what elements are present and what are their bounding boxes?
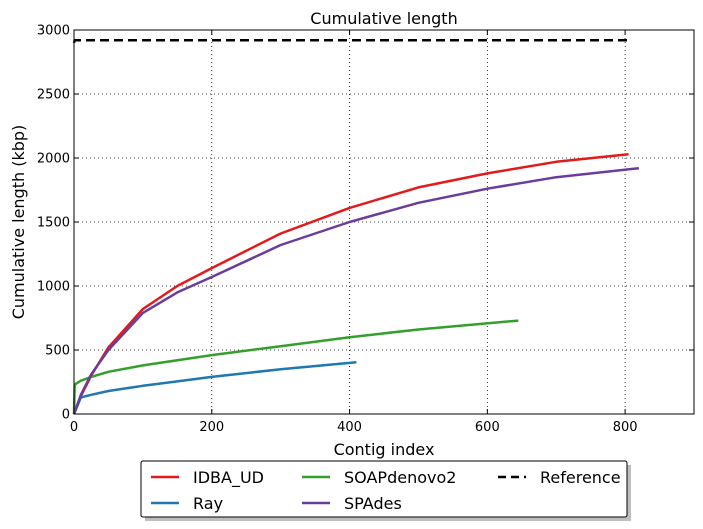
x-tick-label: 400 xyxy=(337,420,362,435)
legend-label-soapdenovo2: SOAPdenovo2 xyxy=(344,468,456,487)
y-tick-label: 1500 xyxy=(37,216,70,231)
x-axis-label: Contig index xyxy=(334,440,435,459)
y-tick-label: 3000 xyxy=(37,24,70,39)
legend-label-ray: Ray xyxy=(193,494,223,513)
y-axis-label: Cumulative length (kbp) xyxy=(9,125,28,320)
legend-label-idba-ud: IDBA_UD xyxy=(193,468,264,488)
legend: IDBA_UD Ray SOAPdenovo2 SPAdes Reference xyxy=(140,460,631,521)
y-tick-label: 1000 xyxy=(37,280,70,295)
y-tick-label: 0 xyxy=(62,408,70,423)
series-line-ray xyxy=(72,360,357,415)
x-tick-label: 800 xyxy=(613,420,638,435)
y-tick-label: 2000 xyxy=(37,152,70,167)
legend-label-reference: Reference xyxy=(540,468,621,487)
x-tick-label: 0 xyxy=(70,420,78,435)
series-line-soapdenovo2 xyxy=(72,319,519,415)
x-tick-label: 200 xyxy=(199,420,224,435)
legend-label-spades: SPAdes xyxy=(344,494,402,513)
x-tick-label: 600 xyxy=(475,420,500,435)
chart-title: Cumulative length xyxy=(310,9,457,28)
series-line-spades xyxy=(72,166,640,415)
y-tick-label: 2500 xyxy=(37,88,70,103)
legend-box xyxy=(140,460,628,518)
y-tick-label: 500 xyxy=(45,344,70,359)
axis-ticks: 0 200 400 600 800 0 500 1000 1500 2000 2500 3000 xyxy=(37,24,694,435)
